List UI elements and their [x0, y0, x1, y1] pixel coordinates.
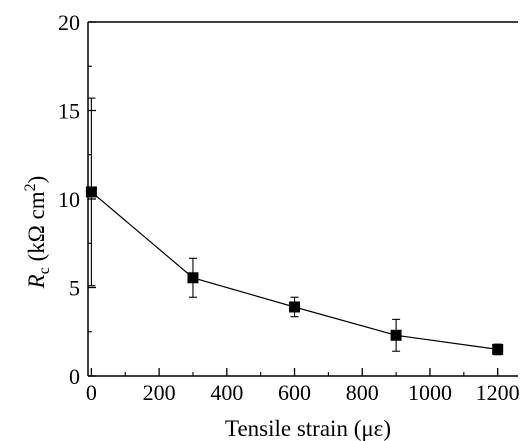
y-axis-symbol: R	[24, 274, 49, 289]
y-tick-label: 5	[69, 276, 80, 301]
y-axis-subscript: c	[36, 267, 53, 274]
y-tick-label: 15	[58, 99, 80, 124]
data-marks	[85, 97, 504, 356]
x-tick-label: 1200	[476, 380, 520, 405]
x-tick-label: 1000	[408, 380, 452, 405]
x-tick-label: 600	[278, 380, 311, 405]
x-tick-label: 400	[210, 380, 243, 405]
x-axis-title: Tensile strain (με)	[225, 416, 391, 441]
data-point	[85, 186, 97, 198]
data-point	[289, 301, 301, 313]
x-tick-label: 200	[143, 380, 176, 405]
data-point	[390, 329, 402, 341]
data-point	[492, 343, 504, 355]
x-tick-label: 0	[86, 380, 97, 405]
y-axis-close: )	[24, 176, 49, 184]
y-axis-superscript: 2	[22, 183, 39, 191]
data-point	[187, 272, 199, 284]
x-tick-label: 800	[346, 380, 379, 405]
axis-ticks: 0 200 400 600 800 1000 1200 0 5 10 15 20	[58, 10, 520, 405]
y-tick-label: 0	[69, 364, 80, 389]
y-axis-title: Rc (kΩ cm2)	[22, 176, 53, 290]
y-tick-label: 10	[58, 187, 80, 212]
y-tick-label: 20	[58, 10, 80, 35]
series-line	[91, 191, 498, 350]
plot-area	[87, 21, 518, 377]
y-axis-units: (kΩ cm	[24, 191, 49, 267]
